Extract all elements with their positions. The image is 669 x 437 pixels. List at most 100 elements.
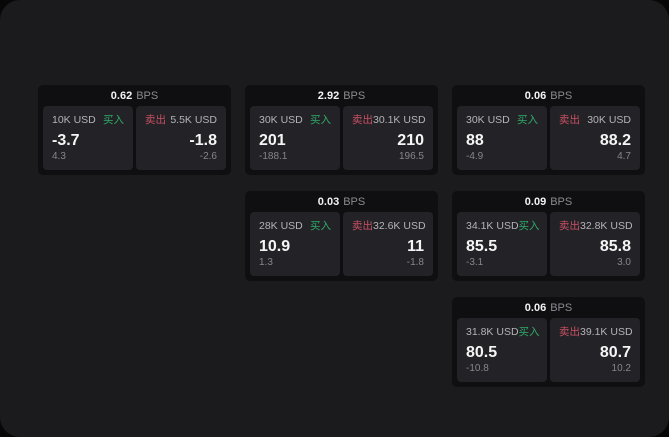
sell-size: 5.5K USD [170, 114, 217, 126]
sell-size: 32.8K USD [580, 220, 633, 232]
buy-panel[interactable]: 10K USD 买入 -3.7 4.3 [43, 106, 133, 170]
bps-unit-label: BPS [550, 89, 573, 102]
sell-side-label: 卖出 [352, 220, 373, 232]
quote-panels: 28K USD 买入 10.9 1.3 卖出 32.6K USD 11 -1.8 [245, 212, 438, 281]
buy-price: -3.7 [52, 132, 80, 149]
buy-top-row: 30K USD 买入 [466, 114, 538, 126]
buy-panel[interactable]: 34.1K USD 买入 85.5 -3.1 [457, 212, 547, 276]
sell-price: 85.8 [599, 238, 631, 255]
sell-price: -1.8 [189, 132, 217, 149]
buy-price: 88 [466, 132, 484, 149]
buy-sub-value: -10.8 [466, 363, 489, 374]
sell-sub-value: 196.5 [398, 151, 424, 162]
bps-value: 0.09 [524, 195, 547, 208]
sell-top-row: 卖出 30K USD [559, 114, 631, 126]
sell-panel[interactable]: 卖出 32.6K USD 11 -1.8 [343, 212, 433, 276]
buy-panel[interactable]: 30K USD 买入 201 -188.1 [250, 106, 340, 170]
quote-card-6: 0.06 BPS 31.8K USD 买入 80.5 -10.8 卖出 39.1… [452, 297, 645, 387]
buy-sub-value: -4.9 [466, 151, 484, 162]
bps-unit-label: BPS [550, 195, 573, 208]
quote-panels: 31.8K USD 买入 80.5 -10.8 卖出 39.1K USD 80.… [452, 318, 645, 387]
sell-price: 210 [397, 132, 424, 149]
buy-side-label: 买入 [517, 114, 538, 126]
sell-size: 30K USD [587, 114, 631, 126]
sell-sub-value: -1.8 [406, 257, 424, 268]
quote-card-2: 2.92 BPS 30K USD 买入 201 -188.1 卖出 30.1K … [245, 85, 438, 175]
buy-sub-value: -3.1 [466, 257, 484, 268]
sell-sub-value: 3.0 [617, 257, 631, 268]
bps-unit-label: BPS [343, 89, 366, 102]
sell-side-label: 卖出 [559, 220, 580, 232]
quote-panels: 30K USD 买入 88 -4.9 卖出 30K USD 88.2 4.7 [452, 106, 645, 175]
bps-value: 0.06 [524, 301, 547, 314]
buy-panel[interactable]: 28K USD 买入 10.9 1.3 [250, 212, 340, 276]
sell-top-row: 卖出 30.1K USD [352, 114, 426, 126]
sell-panel[interactable]: 卖出 5.5K USD -1.8 -2.6 [136, 106, 226, 170]
sell-sub-value: 4.7 [617, 151, 631, 162]
sell-panel[interactable]: 卖出 30K USD 88.2 4.7 [550, 106, 640, 170]
bps-unit-label: BPS [136, 89, 159, 102]
sell-side-label: 卖出 [559, 114, 580, 126]
buy-price: 85.5 [466, 238, 498, 255]
sell-size: 32.6K USD [373, 220, 426, 232]
sell-side-label: 卖出 [559, 326, 580, 338]
buy-side-label: 买入 [518, 220, 540, 232]
sell-panel[interactable]: 卖出 32.8K USD 85.8 3.0 [550, 212, 640, 276]
buy-size: 34.1K USD [466, 220, 519, 232]
buy-side-label: 买入 [310, 220, 331, 232]
sell-price: 11 [407, 238, 424, 255]
buy-price: 201 [259, 132, 286, 149]
buy-top-row: 30K USD 买入 [259, 114, 331, 126]
bps-value: 0.62 [110, 89, 133, 102]
quote-card-1: 0.62 BPS 10K USD 买入 -3.7 4.3 卖出 5.5K USD [38, 85, 231, 175]
bps-header: 2.92 BPS [245, 85, 438, 106]
buy-price: 80.5 [466, 344, 498, 361]
buy-size: 31.8K USD [466, 326, 519, 338]
bps-value: 0.06 [524, 89, 547, 102]
sell-top-row: 卖出 32.8K USD [559, 220, 633, 232]
quote-panels: 10K USD 买入 -3.7 4.3 卖出 5.5K USD -1.8 -2.… [38, 106, 231, 175]
sell-top-row: 卖出 32.6K USD [352, 220, 426, 232]
quote-card-5: 0.09 BPS 34.1K USD 买入 85.5 -3.1 卖出 32.8K… [452, 191, 645, 281]
quote-panels: 34.1K USD 买入 85.5 -3.1 卖出 32.8K USD 85.8… [452, 212, 645, 281]
buy-price: 10.9 [259, 238, 291, 255]
buy-side-label: 买入 [103, 114, 124, 126]
buy-side-label: 买入 [518, 326, 540, 338]
buy-size: 10K USD [52, 114, 96, 126]
buy-sub-value: -188.1 [259, 151, 288, 162]
bps-unit-label: BPS [550, 301, 573, 314]
sell-panel[interactable]: 卖出 39.1K USD 80.7 10.2 [550, 318, 640, 382]
buy-sub-value: 1.3 [259, 257, 273, 268]
bps-header: 0.06 BPS [452, 85, 645, 106]
sell-top-row: 卖出 5.5K USD [145, 114, 217, 126]
bps-header: 0.06 BPS [452, 297, 645, 318]
buy-side-label: 买入 [310, 114, 331, 126]
sell-price: 88.2 [599, 132, 631, 149]
quote-card-3: 0.06 BPS 30K USD 买入 88 -4.9 卖出 30K USD [452, 85, 645, 175]
buy-panel[interactable]: 30K USD 买入 88 -4.9 [457, 106, 547, 170]
buy-top-row: 31.8K USD 买入 [466, 326, 540, 338]
buy-sub-value: 4.3 [52, 151, 66, 162]
bps-value: 0.03 [317, 195, 340, 208]
buy-panel[interactable]: 31.8K USD 买入 80.5 -10.8 [457, 318, 547, 382]
buy-size: 28K USD [259, 220, 303, 232]
sell-size: 39.1K USD [580, 326, 633, 338]
buy-top-row: 28K USD 买入 [259, 220, 331, 232]
sell-panel[interactable]: 卖出 30.1K USD 210 196.5 [343, 106, 433, 170]
buy-top-row: 34.1K USD 买入 [466, 220, 540, 232]
sell-side-label: 卖出 [352, 114, 373, 126]
bps-header: 0.03 BPS [245, 191, 438, 212]
sell-sub-value: 10.2 [611, 363, 631, 374]
sell-top-row: 卖出 39.1K USD [559, 326, 633, 338]
bps-unit-label: BPS [343, 195, 366, 208]
bps-header: 0.62 BPS [38, 85, 231, 106]
buy-size: 30K USD [466, 114, 510, 126]
sell-size: 30.1K USD [373, 114, 426, 126]
bps-value: 2.92 [317, 89, 340, 102]
sell-sub-value: -2.6 [199, 151, 217, 162]
sell-side-label: 卖出 [145, 114, 166, 126]
quote-panels: 30K USD 买入 201 -188.1 卖出 30.1K USD 210 1… [245, 106, 438, 175]
buy-size: 30K USD [259, 114, 303, 126]
bps-header: 0.09 BPS [452, 191, 645, 212]
